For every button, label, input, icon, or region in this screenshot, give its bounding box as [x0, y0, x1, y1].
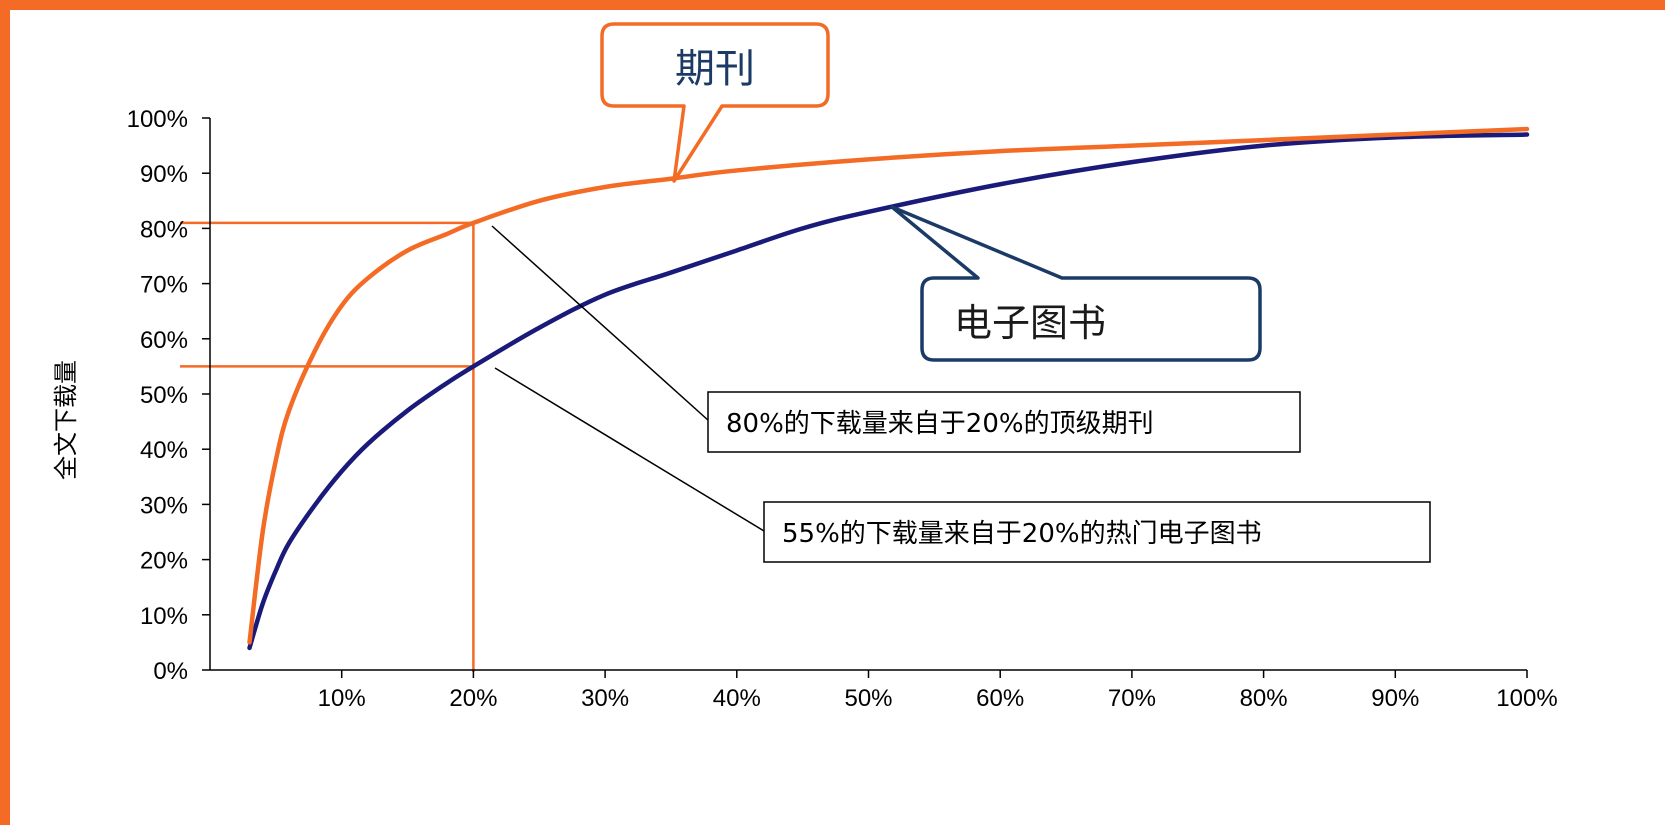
x-tick-label: 90%: [1371, 685, 1419, 712]
series-layer: [247, 126, 1530, 651]
callout-ebook-label: 电子图书: [954, 301, 1106, 345]
y-tick-label: 50%: [140, 382, 188, 409]
x-tick-label: 20%: [449, 685, 497, 712]
annotation-ebook-text: 55%的下载量来自于20%的热门电子图书: [782, 519, 1262, 549]
callout-journal: 期刊: [600, 22, 830, 183]
annotation-journal-text: 80%的下载量来自于20%的顶级期刊: [726, 409, 1154, 439]
chart: 0% 10% 20% 30% 40% 50% 60% 70% 80% 90% 100% 10% 20%…: [52, 22, 1558, 712]
x-tick-label: 60%: [976, 685, 1024, 712]
y-tick-label: 40%: [140, 437, 188, 464]
y-tick-label: 100%: [127, 106, 188, 133]
annotation-ebook: 55%的下载量来自于20%的热门电子图书: [494, 367, 1431, 563]
x-ticks: 10% 20% 30% 40% 50% 60% 70% 80% 90% 100%: [318, 670, 1558, 712]
y-tick-label: 10%: [140, 603, 188, 630]
x-tick-label: 80%: [1240, 685, 1288, 712]
y-tick-label: 30%: [140, 492, 188, 519]
y-axis-title: 全文下载量: [52, 360, 80, 480]
callout-ebook: 电子图书: [890, 205, 1262, 362]
callout-journal-label: 期刊: [675, 46, 755, 92]
series-line-ebook: [247, 132, 1530, 651]
x-tick-label: 70%: [1108, 685, 1156, 712]
x-tick-label: 10%: [318, 685, 366, 712]
callout-ebook-bubble: [890, 205, 1262, 362]
annotation-ebook-box: [763, 501, 1431, 563]
y-tick-label: 80%: [140, 216, 188, 243]
y-tick-label: 90%: [140, 161, 188, 188]
series-line-journal: [247, 126, 1530, 645]
y-tick-label: 70%: [140, 272, 188, 299]
x-tick-label: 100%: [1496, 685, 1557, 712]
annotation-ebook-leader: [494, 367, 765, 532]
reference-lines: [180, 221, 475, 672]
x-tick-label: 50%: [844, 685, 892, 712]
y-ticks: 0% 10% 20% 30% 40% 50% 60% 70% 80% 90% 100%: [127, 106, 210, 685]
y-tick-label: 0%: [153, 658, 188, 685]
x-tick-label: 30%: [581, 685, 629, 712]
x-tick-label: 40%: [713, 685, 761, 712]
y-tick-label: 20%: [140, 548, 188, 575]
callout-journal-bubble: [600, 22, 830, 183]
annotation-journal-leader: [491, 225, 710, 422]
annotation-journal-box: [707, 391, 1301, 453]
y-tick-label: 60%: [140, 327, 188, 354]
annotation-journal: 80%的下载量来自于20%的顶级期刊: [491, 225, 1301, 453]
